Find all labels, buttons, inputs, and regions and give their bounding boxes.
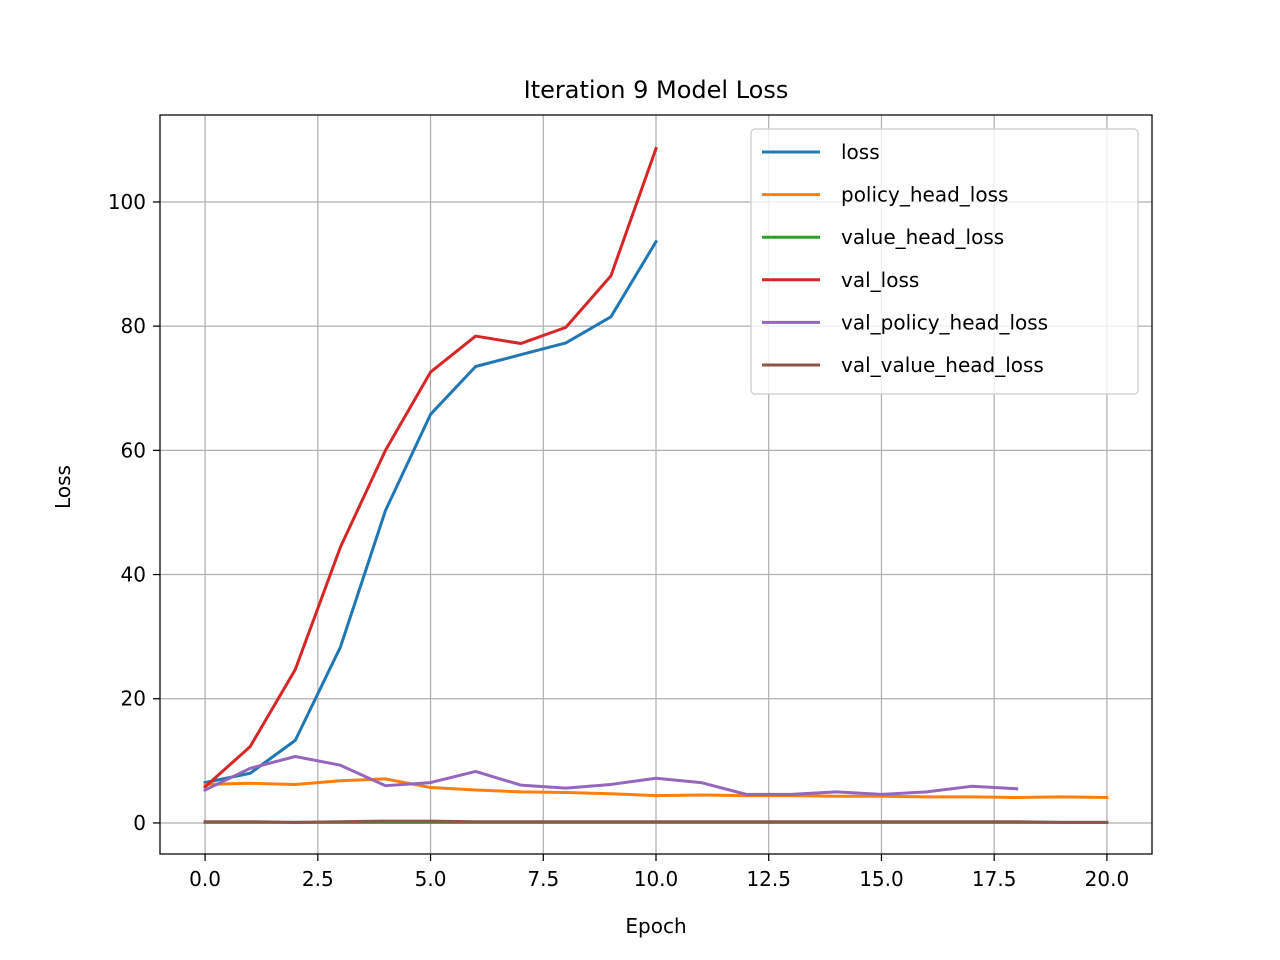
series-line-val-loss bbox=[202, 146, 658, 790]
x-tick-label: 20.0 bbox=[1085, 867, 1130, 891]
y-tick-label: 0 bbox=[133, 811, 146, 835]
x-tick-label: 2.5 bbox=[302, 867, 334, 891]
legend-label: val_loss bbox=[841, 268, 919, 292]
x-tick-label: 7.5 bbox=[527, 867, 559, 891]
chart-title: Iteration 9 Model Loss bbox=[524, 76, 789, 104]
legend-label: val_policy_head_loss bbox=[841, 310, 1048, 334]
ticks: 0.0 2.5 5.0 7.5 10.0 12.5 15.0 17.5 20.0 0 20 40 60 8… bbox=[108, 190, 1129, 891]
legend: loss policy_head_loss value_head_loss val_l… bbox=[750, 128, 1139, 395]
legend-label: value_head_loss bbox=[841, 225, 1004, 249]
legend-label: loss bbox=[841, 140, 880, 164]
x-tick-label: 15.0 bbox=[859, 867, 904, 891]
y-tick-label: 20 bbox=[121, 687, 146, 711]
y-tick-label: 80 bbox=[121, 314, 146, 338]
y-tick-label: 60 bbox=[121, 438, 146, 462]
legend-box bbox=[750, 128, 1139, 395]
y-axis-label: Loss bbox=[51, 465, 75, 509]
x-tick-label: 0.0 bbox=[189, 867, 221, 891]
x-tick-label: 12.5 bbox=[746, 867, 791, 891]
x-tick-label: 10.0 bbox=[634, 867, 679, 891]
series-line-loss bbox=[203, 239, 659, 785]
legend-label: val_value_head_loss bbox=[841, 353, 1044, 377]
x-tick-label: 17.5 bbox=[972, 867, 1017, 891]
series-line-val-value-head-loss bbox=[203, 819, 1109, 824]
series-line-policy-head-loss bbox=[203, 777, 1109, 800]
x-axis-label: Epoch bbox=[625, 914, 686, 938]
series-lines bbox=[202, 146, 1109, 824]
x-tick-label: 5.0 bbox=[415, 867, 447, 891]
y-tick-label: 40 bbox=[121, 563, 146, 587]
legend-label: policy_head_loss bbox=[841, 183, 1008, 207]
y-tick-label: 100 bbox=[108, 190, 146, 214]
series-line-val-policy-head-loss bbox=[203, 755, 1019, 796]
